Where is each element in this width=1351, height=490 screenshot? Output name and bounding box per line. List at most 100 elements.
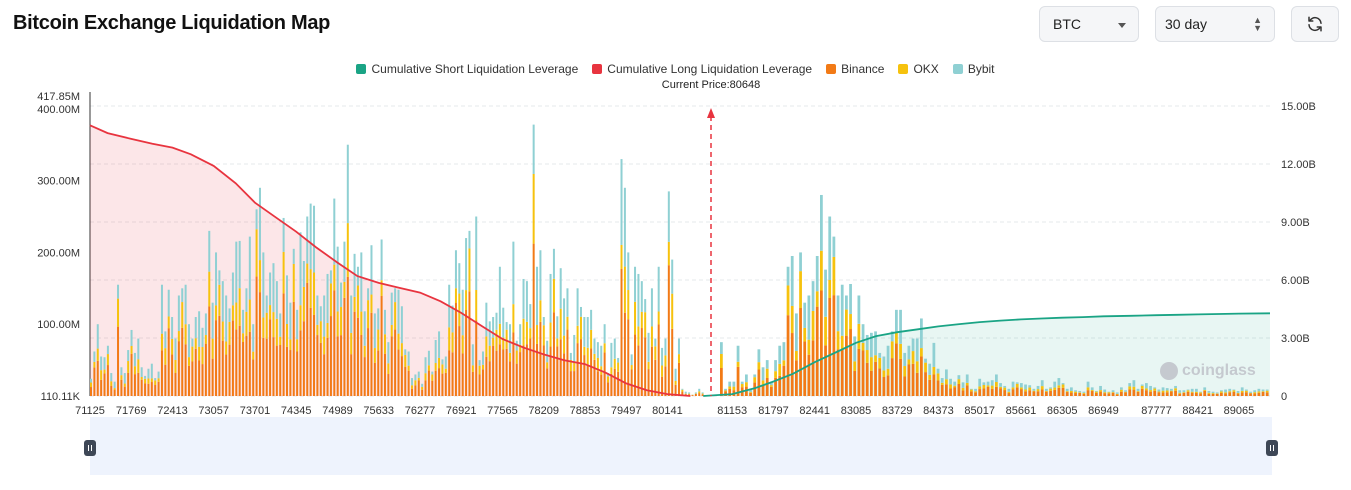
short-bar-okx [815, 291, 819, 307]
long-bar-binance [93, 367, 96, 396]
short-bar-bybit [720, 342, 723, 354]
long-bar-bybit [231, 272, 234, 306]
long-bar-binance [492, 345, 495, 396]
short-bar-binance [940, 384, 944, 396]
long-bar-okx [238, 288, 241, 326]
long-bar-bybit [694, 392, 697, 394]
long-bar-binance [306, 282, 309, 396]
long-bar-bybit [664, 338, 667, 356]
short-bar-bybit [903, 352, 907, 367]
long-bar-binance [549, 346, 552, 396]
short-bar-binance [1261, 391, 1265, 396]
refresh-button[interactable] [1291, 6, 1339, 42]
long-bar-binance [525, 344, 528, 396]
long-bar-bybit [525, 281, 528, 322]
short-bar-binance [982, 388, 986, 396]
long-bar-bybit [603, 324, 606, 344]
long-bar-binance [617, 371, 620, 396]
x-tick-label: 76277 [405, 405, 436, 417]
legend-item-short-cumulative[interactable]: Cumulative Short Liquidation Leverage [356, 62, 578, 76]
short-bar-bybit [1236, 390, 1240, 393]
short-bar-okx [974, 391, 977, 393]
short-bar-okx [1207, 392, 1211, 394]
long-bar-binance [481, 369, 484, 396]
coin-select[interactable]: BTC [1039, 6, 1139, 42]
zoom-slider-right-handle[interactable] [1266, 440, 1278, 456]
short-bar-binance [945, 384, 948, 396]
long-bar-okx [120, 375, 123, 380]
short-bar-binance [965, 385, 969, 396]
short-bar-okx [845, 309, 848, 336]
zoom-slider-left-handle[interactable] [84, 440, 96, 456]
short-bar-bybit [761, 367, 765, 381]
watermark-text: coinglass [1182, 362, 1256, 379]
long-bar-binance [512, 332, 515, 396]
long-bar-binance [367, 328, 370, 396]
legend-item-long-cumulative[interactable]: Cumulative Long Liquidation Leverage [592, 62, 812, 76]
short-bar-binance [757, 369, 761, 396]
short-bar-bybit [845, 295, 848, 310]
legend-item-bybit[interactable]: Bybit [952, 62, 995, 76]
long-bar-bybit [566, 288, 569, 317]
long-bar-binance [211, 358, 214, 396]
long-bar-okx [529, 328, 532, 339]
long-bar-okx [380, 280, 383, 296]
short-bar-okx [1257, 391, 1261, 393]
short-bar-binance [1074, 393, 1077, 396]
refresh-icon [1308, 16, 1322, 32]
long-bar-okx [431, 374, 434, 381]
short-bar-okx [957, 379, 961, 384]
long-bar-okx [215, 305, 218, 321]
short-bar-binance [857, 348, 861, 396]
short-bar-binance [1228, 392, 1232, 396]
zoom-slider[interactable] [90, 417, 1272, 475]
legend-item-binance[interactable]: Binance [826, 62, 884, 76]
current-price-label: Current Price:80648 [661, 79, 761, 91]
short-bar-bybit [936, 368, 940, 374]
short-bar-binance [1115, 394, 1119, 396]
long-bar-binance [397, 349, 400, 396]
short-bar-binance [878, 368, 882, 396]
long-bar-binance [319, 342, 322, 396]
long-bar-okx [475, 289, 478, 321]
long-bar-bybit [272, 263, 275, 313]
short-bar-okx [1245, 390, 1248, 393]
short-bar-binance [1190, 392, 1194, 396]
short-bar-bybit [849, 284, 852, 315]
long-bar-bybit [465, 238, 468, 291]
short-bar-bybit [836, 295, 840, 332]
short-bar-bybit [1128, 383, 1132, 387]
long-bar-okx [576, 325, 579, 344]
long-bar-okx [424, 373, 427, 381]
short-bar-binance [932, 374, 936, 396]
long-bar-bybit [698, 388, 701, 392]
long-bar-okx [262, 317, 265, 338]
long-bar-binance [471, 371, 474, 396]
short-bar-okx [924, 362, 927, 373]
short-bar-binance [1090, 391, 1094, 396]
short-bar-bybit [1070, 387, 1073, 391]
legend-item-okx[interactable]: OKX [898, 62, 939, 76]
long-bar-bybit [444, 356, 447, 369]
long-bar-okx [144, 378, 147, 384]
short-bar-bybit [1074, 390, 1077, 392]
short-bar-bybit [911, 338, 915, 352]
long-bar-okx [353, 296, 356, 312]
short-bar-okx [1174, 388, 1177, 391]
long-bar-okx [255, 229, 258, 277]
short-bar-okx [1145, 388, 1148, 391]
short-bar-binance [1186, 391, 1190, 396]
range-select[interactable]: 30 day ▲ ▼ [1155, 6, 1275, 42]
long-bar-okx [617, 362, 620, 372]
y-left-tick-label: 417.85M [37, 91, 80, 103]
long-bar-bybit [688, 392, 691, 394]
short-bar-bybit [915, 338, 919, 362]
short-bar-binance [1095, 392, 1098, 396]
long-bar-okx [536, 325, 539, 344]
short-bar-okx [899, 343, 902, 359]
short-bar-okx [1095, 391, 1098, 393]
short-bar-okx [740, 384, 744, 388]
long-bar-okx [525, 321, 528, 345]
long-bar-binance [671, 328, 674, 396]
x-tick-label: 76921 [446, 405, 477, 417]
